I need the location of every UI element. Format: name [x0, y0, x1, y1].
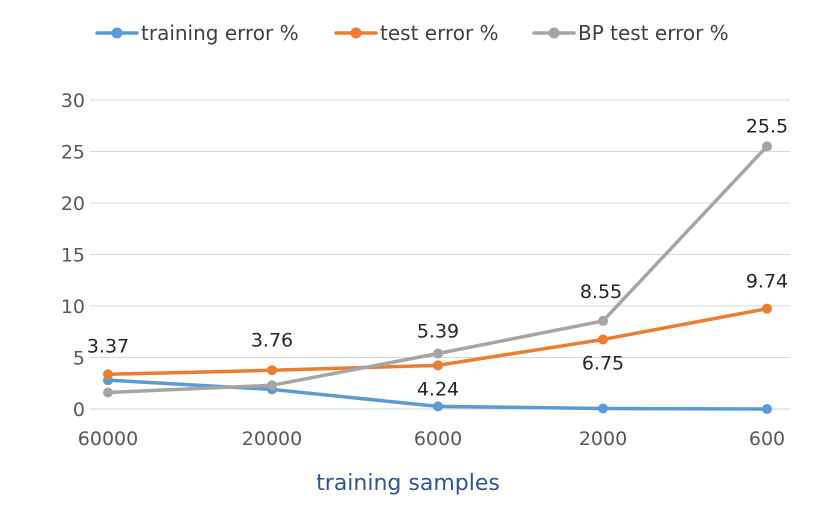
- y-axis-ticks: 0 5 10 15 20 25 30: [61, 90, 85, 421]
- x-axis-ticks: 60000 20000 6000 2000 600: [78, 428, 785, 450]
- x-tick-label: 600: [749, 428, 785, 450]
- x-tick-label: 2000: [579, 428, 627, 450]
- legend-label: training error %: [141, 21, 299, 45]
- x-tick-label: 20000: [242, 428, 302, 450]
- y-tick-label: 25: [61, 142, 85, 164]
- data-label: 3.37: [87, 335, 129, 357]
- y-tick-label: 0: [73, 399, 85, 421]
- y-tick-label: 20: [61, 193, 85, 215]
- data-point: [762, 141, 772, 152]
- gridlines: [90, 99, 790, 410]
- series-2: [103, 141, 772, 398]
- legend-swatch-marker: [350, 27, 362, 39]
- data-label: 6.75: [582, 352, 624, 374]
- data-point: [103, 369, 113, 380]
- legend-label: BP test error %: [578, 21, 729, 45]
- data-label: 9.74: [746, 271, 788, 293]
- legend-item: training error %: [95, 21, 299, 45]
- legend-swatch-marker: [548, 27, 560, 39]
- y-tick-label: 15: [61, 245, 85, 267]
- series-1: [103, 303, 772, 380]
- data-point: [433, 401, 443, 412]
- y-tick-label: 30: [61, 90, 85, 112]
- data-point: [267, 365, 277, 376]
- legend-item: BP test error %: [532, 21, 729, 45]
- data-point: [267, 380, 277, 391]
- legend-item: test error %: [334, 21, 499, 45]
- data-point: [762, 404, 772, 414]
- data-label: 3.76: [251, 329, 293, 351]
- legend-swatch-marker: [111, 27, 123, 39]
- x-tick-label: 6000: [414, 428, 462, 450]
- legend-label: test error %: [380, 21, 499, 45]
- legend: training error % test error % BP test erro…: [95, 21, 729, 45]
- x-axis-title: training samples: [316, 471, 500, 496]
- data-point: [433, 348, 443, 359]
- y-tick-label: 10: [61, 296, 85, 318]
- data-label: 4.24: [417, 378, 459, 400]
- y-tick-label: 5: [73, 348, 85, 370]
- data-label: 25.5: [746, 115, 788, 137]
- data-point: [598, 334, 608, 345]
- data-point: [103, 387, 113, 398]
- series: [103, 141, 772, 414]
- data-point: [598, 315, 608, 326]
- data-point: [433, 360, 443, 371]
- data-label: 5.39: [417, 320, 459, 342]
- data-point: [762, 303, 772, 314]
- data-point: [598, 403, 608, 414]
- data-labels: 3.37 3.76 4.24 6.75 9.74 5.39 8.55 25.5: [87, 115, 788, 400]
- data-label: 8.55: [580, 281, 622, 303]
- x-tick-label: 60000: [78, 428, 138, 450]
